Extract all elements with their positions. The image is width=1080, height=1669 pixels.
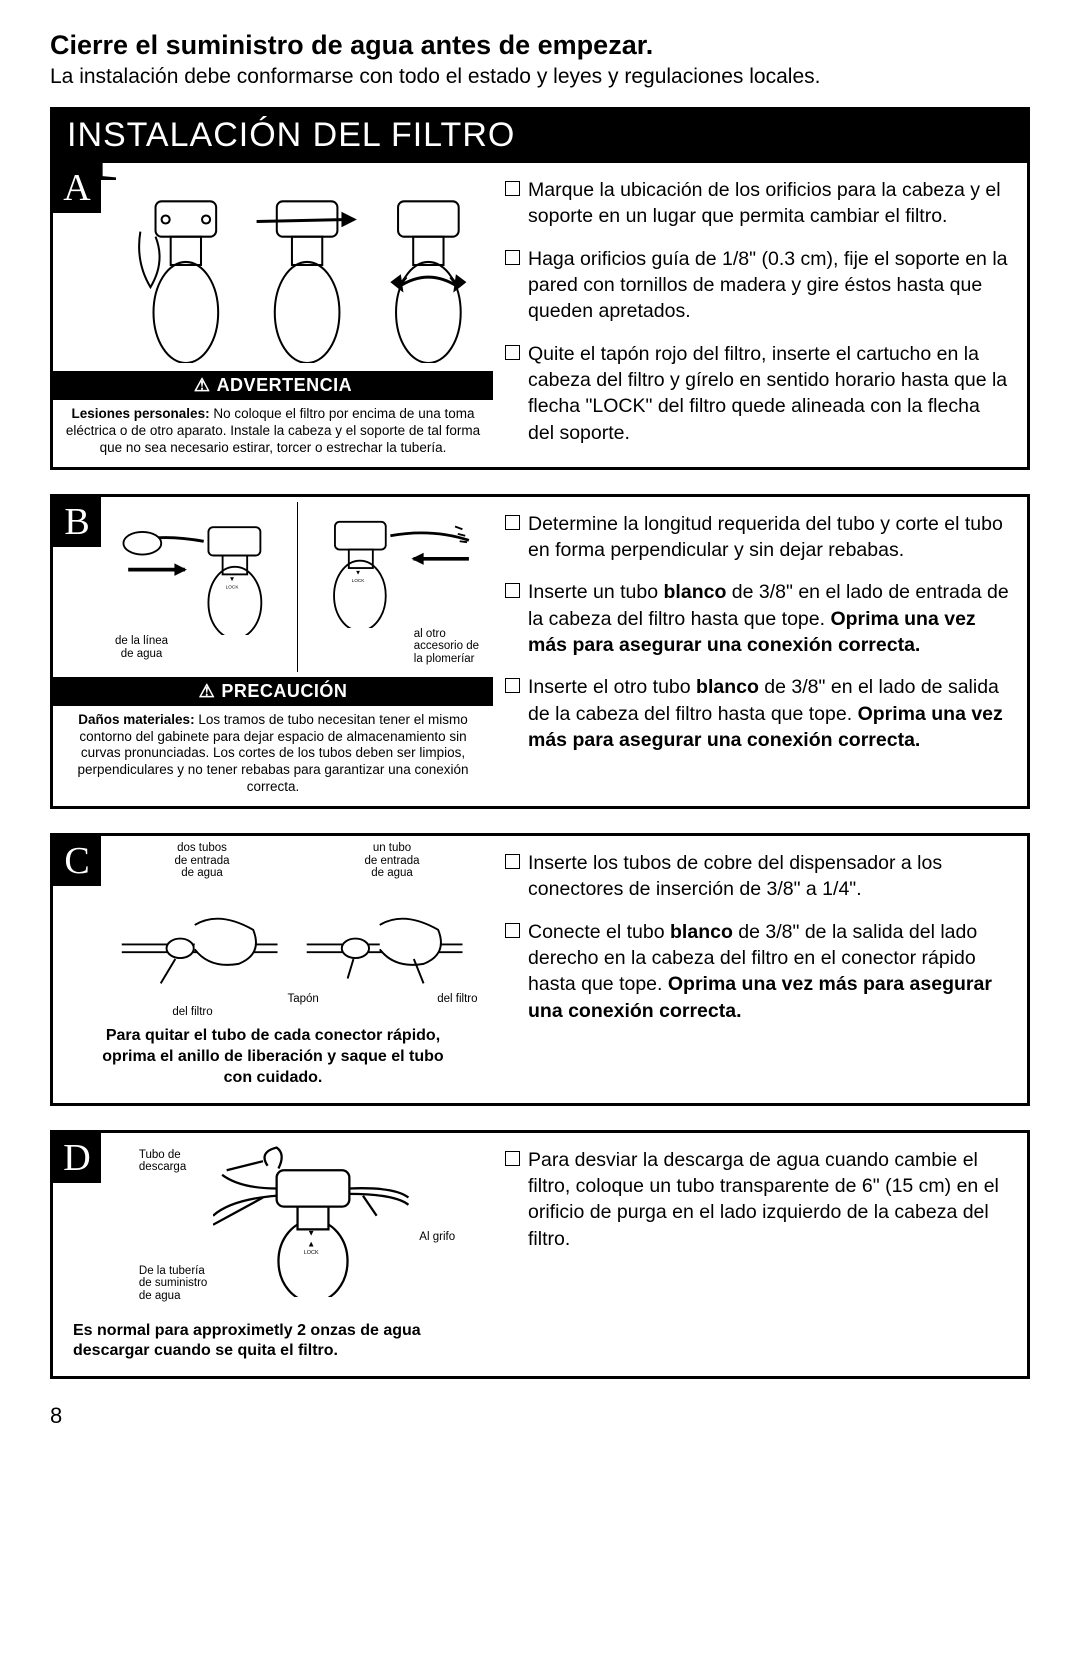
svg-text:▼: ▼ — [229, 576, 236, 583]
check-a-2: Haga orificios guía de 1/8" (0.3 cm), fi… — [505, 246, 1009, 325]
section-title: INSTALACIÓN DEL FILTRO — [53, 110, 1027, 163]
lbl: de agua — [121, 648, 163, 660]
checkbox-icon — [505, 1151, 520, 1166]
panel-b: B — [50, 494, 1030, 809]
checkbox-icon — [505, 923, 520, 938]
page-number: 8 — [50, 1403, 1030, 1429]
svg-text:▼: ▼ — [307, 1228, 315, 1237]
panel-c: C dos tubosde entradade agua un tubode e… — [50, 833, 1030, 1106]
check-text: Para desviar la descarga de agua cuando … — [528, 1147, 1009, 1252]
checklist-c: Inserte los tubos de cobre del dispensad… — [493, 836, 1027, 1103]
svg-text:LOCK: LOCK — [304, 1250, 319, 1256]
panel-letter-d: D — [53, 1133, 101, 1183]
check-text: Inserte los tubos de cobre del dispensad… — [528, 850, 1009, 903]
svg-text:▲: ▲ — [307, 1239, 315, 1248]
checkbox-icon — [505, 583, 520, 598]
check-b-1: Determine la longitud requerida del tubo… — [505, 511, 1009, 564]
page-header: Cierre el suministro de agua antes de em… — [50, 30, 1030, 89]
checkbox-icon — [505, 345, 520, 360]
panel-letter-a: A — [53, 163, 101, 213]
panel-letter-c: C — [53, 836, 101, 886]
svg-text:LOCK: LOCK — [352, 578, 365, 583]
svg-text:LOCK: LOCK — [225, 584, 239, 590]
caution-text-b: Daños materiales: Los tramos de tubo nec… — [53, 706, 493, 806]
checklist-a: Marque la ubicación de los orificios par… — [493, 163, 1027, 467]
diagram-a — [101, 163, 493, 371]
check-text: Inserte el otro tubo blanco de 3/8" en e… — [528, 674, 1009, 753]
check-text: Conecte el tubo blanco de 3/8" de la sal… — [528, 919, 1009, 1024]
warn-bold-a: Lesiones personales: — [72, 406, 210, 421]
check-text: Inserte un tubo blanco de 3/8" en el lad… — [528, 579, 1009, 658]
check-b-3: Inserte el otro tubo blanco de 3/8" en e… — [505, 674, 1009, 753]
checkbox-icon — [505, 678, 520, 693]
checkbox-icon — [505, 515, 520, 530]
diagram-c: dos tubosde entradade agua un tubode ent… — [101, 836, 493, 1018]
lbl: accesorio de — [414, 640, 479, 652]
header-sub: La instalación debe conformarse con todo… — [50, 65, 1030, 89]
panel-letter-b: B — [53, 497, 101, 547]
warn-bold-b: Daños materiales: — [78, 712, 194, 727]
checklist-d: Para desviar la descarga de agua cuando … — [493, 1133, 1027, 1377]
caution-bar-b: PRECAUCIÓN — [53, 677, 493, 706]
panel-d: D Tubo dedescarga De la tuberíade sumini… — [50, 1130, 1030, 1380]
check-a-3: Quite el tapón rojo del filtro, inserte … — [505, 341, 1009, 446]
checklist-b: Determine la longitud requerida del tubo… — [493, 497, 1027, 806]
checkbox-icon — [505, 181, 520, 196]
check-text: Determine la longitud requerida del tubo… — [528, 511, 1009, 564]
note-d: Es normal para approximetly 2 onzas de a… — [53, 1313, 493, 1377]
check-c-2: Conecte el tubo blanco de 3/8" de la sal… — [505, 919, 1009, 1024]
checkbox-icon — [505, 854, 520, 869]
lbl: al otro — [414, 628, 446, 640]
panel-a: INSTALACIÓN DEL FILTRO A — [50, 107, 1030, 470]
check-text: Marque la ubicación de los orificios par… — [528, 177, 1009, 230]
checkbox-icon — [505, 250, 520, 265]
diagram-b: ▼ LOCK de la línea de agua — [101, 497, 493, 677]
check-text: Haga orificios guía de 1/8" (0.3 cm), fi… — [528, 246, 1009, 325]
check-c-1: Inserte los tubos de cobre del dispensad… — [505, 850, 1009, 903]
header-title: Cierre el suministro de agua antes de em… — [50, 30, 1030, 61]
main-content: 1 INSTALACIÓN DEL FILTRO A — [50, 107, 1030, 1379]
check-a-1: Marque la ubicación de los orificios par… — [505, 177, 1009, 230]
svg-text:▼: ▼ — [355, 569, 361, 576]
diagram-d: Tubo dedescarga De la tuberíade suminist… — [101, 1133, 493, 1313]
lbl-grifo: Al grifo — [419, 1231, 455, 1244]
warning-text-a: Lesiones personales: No coloque el filtr… — [53, 400, 493, 467]
lbl: de la línea — [115, 635, 168, 647]
check-b-2: Inserte un tubo blanco de 3/8" en el lad… — [505, 579, 1009, 658]
check-text: Quite el tapón rojo del filtro, inserte … — [528, 341, 1009, 446]
lbl: la plomeríar — [414, 653, 475, 665]
warning-bar-a: ADVERTENCIA — [53, 371, 493, 400]
check-d-1: Para desviar la descarga de agua cuando … — [505, 1147, 1009, 1252]
note-c: Para quitar el tubo de cada conector ráp… — [53, 1018, 493, 1102]
